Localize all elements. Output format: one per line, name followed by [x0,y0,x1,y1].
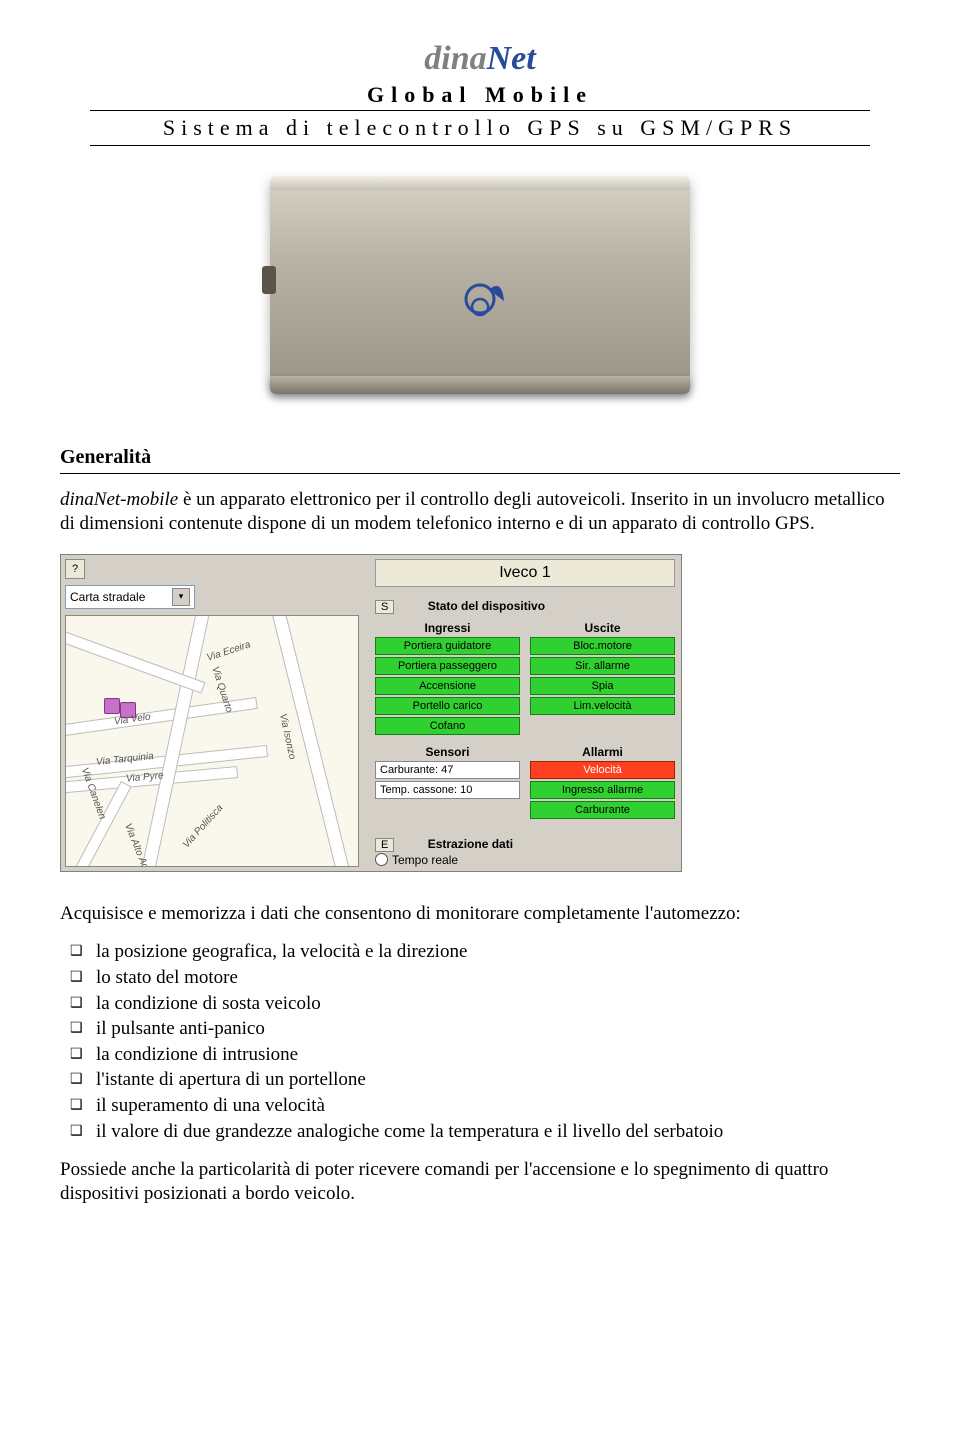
map-type-value: Carta stradale [70,590,145,604]
status-input-item: Portiera passeggero [375,657,520,675]
list-item: la condizione di sosta veicolo [96,991,900,1017]
logo-part2: Net [487,40,536,77]
list-item: la posizione geografica, la velocità e l… [96,939,900,965]
product-photo [250,166,710,406]
device-logo-icon [460,271,510,321]
features-list: la posizione geografica, la velocità e l… [60,939,900,1144]
uscite-heading: Uscite [530,621,675,635]
status-output-item: Spia [530,677,675,695]
ingressi-heading: Ingressi [375,621,520,635]
subtitle-line2: Sistema di telecontrollo GPS su GSM/GPRS [90,115,870,146]
list-item: il pulsante anti-panico [96,1016,900,1042]
stato-label: Stato del dispositivo [428,599,545,613]
status-input-item: Portiera guidatore [375,637,520,655]
status-output-item: Bloc.motore [530,637,675,655]
sensor-value: Carburante: 47 [375,761,520,779]
map-column: ? Carta stradale ▾ Via Eceira Via Quarto… [61,555,369,871]
vehicle-title: Iveco 1 [375,559,675,587]
list-item: la condizione di intrusione [96,1042,900,1068]
logo-part1: dina [424,40,486,77]
map-canvas[interactable]: Via Eceira Via Quarto Via Velo Via Tarqu… [65,615,359,867]
closing-paragraph: Possiede anche la particolarità di poter… [60,1158,900,1206]
road-label: Via Eceira [205,639,252,663]
extract-button[interactable]: E [375,838,394,852]
allarmi-heading: Allarmi [530,745,675,759]
software-screenshot: ? Carta stradale ▾ Via Eceira Via Quarto… [60,554,682,872]
brand-logo: dinaNet [60,40,900,78]
intro-paragraph: dinaNet-mobile è un apparato elettronico… [60,488,900,536]
list-item: lo stato del motore [96,965,900,991]
map-marker-icon [104,698,120,714]
product-name-italic: dinaNet-mobile [60,489,178,510]
section-heading-generalita: Generalità [60,446,900,474]
status-output-item: Lim.velocità [530,697,675,715]
status-input-item: Accensione [375,677,520,695]
status-input-item: Portello carico [375,697,520,715]
list-item: l'istante di apertura di un portellone [96,1067,900,1093]
chevron-down-icon: ▾ [172,588,190,606]
map-type-select[interactable]: Carta stradale ▾ [65,585,195,609]
help-icon[interactable]: ? [65,559,85,579]
alarm-item: Ingresso allarme [530,781,675,799]
list-item: il superamento di una velocità [96,1093,900,1119]
status-input-item: Cofano [375,717,520,735]
sensori-heading: Sensori [375,745,520,759]
status-output-item: Sir. allarme [530,657,675,675]
estrazione-label: Estrazione dati [428,837,513,851]
subtitle-line1: Global Mobile [90,82,870,111]
sensor-value: Temp. cassone: 10 [375,781,520,799]
alarm-item: Carburante [530,801,675,819]
road-label: Via Politisca [181,802,226,850]
tempo-reale-label: Tempo reale [392,853,458,867]
ingressi-group: Ingressi Portiera guidatore Portiera pas… [375,615,520,737]
intro-text: è un apparato elettronico per il control… [60,489,885,534]
alarm-item: Velocità [530,761,675,779]
features-intro: Acquisisce e memorizza i dati che consen… [60,902,900,926]
sensori-group: Sensori Carburante: 47 Temp. cassone: 10 [375,737,520,821]
radio-icon [375,853,388,866]
status-column: Iveco 1 S Stato del dispositivo Ingressi… [369,555,681,871]
list-item: il valore di due grandezze analogiche co… [96,1119,900,1145]
road-label: Via Isonzo [277,712,297,760]
uscite-group: Uscite Bloc.motore Sir. allarme Spia Lim… [530,615,675,737]
tempo-reale-radio[interactable]: Tempo reale [375,853,675,867]
allarmi-group: Allarmi Velocità Ingresso allarme Carbur… [530,737,675,821]
status-button[interactable]: S [375,600,394,614]
